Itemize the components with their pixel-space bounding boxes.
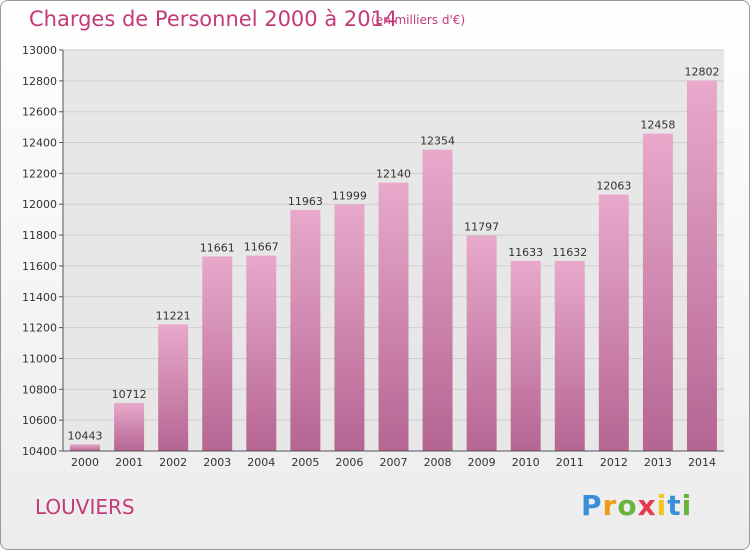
bar-2006	[334, 204, 365, 451]
logo-letter: i	[656, 489, 668, 522]
x-tick-label-2007: 2007	[380, 456, 408, 469]
bar-2007	[378, 182, 409, 451]
bar-2008	[422, 149, 453, 452]
y-tick-label: 11200	[22, 322, 57, 335]
data-label-2006: 11999	[332, 189, 367, 202]
logo-letter: t	[667, 489, 682, 522]
y-tick-label: 10800	[22, 383, 57, 396]
logo-letter: r	[602, 489, 618, 522]
logo-letter: o	[617, 489, 638, 522]
y-tick-label: 11400	[22, 291, 57, 304]
data-label-2012: 12063	[596, 180, 631, 193]
chart-title: Charges de Personnel 2000 à 2014	[29, 7, 398, 31]
y-tick-label: 12200	[22, 167, 57, 180]
data-label-2008: 12354	[420, 135, 455, 148]
y-tick-label: 12800	[22, 75, 57, 88]
bar-2001	[114, 402, 145, 451]
y-tick-label: 11600	[22, 260, 57, 273]
bar-2011	[554, 260, 585, 451]
data-label-2013: 12458	[640, 119, 675, 132]
bar-2013	[642, 133, 673, 451]
bar-2005	[290, 209, 321, 451]
city-name: LOUVIERS	[35, 495, 135, 519]
bar-2012	[598, 194, 629, 452]
x-tick-label-2006: 2006	[335, 456, 363, 469]
data-label-2014: 12802	[684, 66, 719, 79]
logo-letter: i	[681, 489, 693, 522]
y-tick-label: 12400	[22, 137, 57, 150]
x-tick-label-2008: 2008	[424, 456, 452, 469]
x-tick-label-2011: 2011	[556, 456, 584, 469]
data-label-2010: 11633	[508, 246, 543, 259]
logo-letter: x	[637, 489, 657, 522]
y-tick-label: 10400	[22, 445, 57, 458]
x-tick-label-2014: 2014	[688, 456, 716, 469]
x-tick-label-2004: 2004	[247, 456, 275, 469]
x-tick-label-2013: 2013	[644, 456, 672, 469]
data-label-2004: 11667	[244, 241, 279, 254]
x-tick-label-2001: 2001	[115, 456, 143, 469]
data-label-2007: 12140	[376, 168, 411, 181]
x-tick-label-2012: 2012	[600, 456, 628, 469]
chart-subtitle: (en milliers d'€)	[371, 13, 466, 27]
data-label-2009: 11797	[464, 221, 499, 234]
bar-2003	[202, 256, 233, 451]
x-tick-label-2010: 2010	[512, 456, 540, 469]
bar-2000	[70, 444, 101, 451]
data-label-2011: 11632	[552, 246, 587, 259]
y-tick-label: 11800	[22, 229, 57, 242]
x-tick-label-2009: 2009	[468, 456, 496, 469]
bar-2009	[466, 235, 497, 451]
bar-2004	[246, 255, 277, 451]
bar-2010	[510, 260, 541, 451]
data-label-2000: 10443	[68, 429, 103, 442]
data-label-2002: 11221	[156, 309, 191, 322]
logo-letter: P	[581, 489, 603, 522]
y-tick-label: 12600	[22, 106, 57, 119]
data-label-2001: 10712	[112, 388, 147, 401]
y-tick-label: 10600	[22, 414, 57, 427]
x-tick-label-2005: 2005	[291, 456, 319, 469]
data-label-2003: 11661	[200, 242, 235, 255]
x-tick-label-2003: 2003	[203, 456, 231, 469]
bar-2014	[686, 80, 717, 451]
x-tick-label-2000: 2000	[71, 456, 99, 469]
bar-2002	[158, 324, 189, 451]
proxiti-logo: Proxiti	[581, 489, 692, 522]
data-label-2005: 11963	[288, 195, 323, 208]
y-tick-label: 13000	[22, 44, 57, 57]
y-tick-label: 11000	[22, 352, 57, 365]
y-tick-label: 12000	[22, 198, 57, 211]
x-tick-label-2002: 2002	[159, 456, 187, 469]
